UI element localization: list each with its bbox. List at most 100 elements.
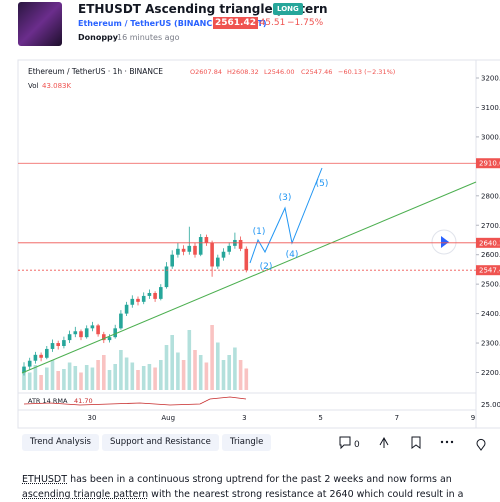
post-time: 16 minutes ago bbox=[117, 33, 180, 42]
level-label: 2547.4 bbox=[479, 267, 500, 275]
volume-bar bbox=[204, 362, 209, 390]
action-bar: 0 bbox=[339, 436, 486, 451]
candle-body bbox=[79, 331, 83, 338]
atr-value: 41.70 bbox=[74, 397, 93, 405]
atr-name: ATR 14 RMA bbox=[28, 397, 68, 405]
x-tick-label: 7 bbox=[395, 414, 399, 422]
symbol-link[interactable]: ETHUSDT bbox=[22, 474, 68, 485]
level-label: 2640.3 bbox=[479, 239, 500, 247]
chart-frame bbox=[17, 59, 500, 429]
x-tick-label: 3 bbox=[242, 414, 246, 422]
candle-body bbox=[27, 360, 32, 367]
volume-bar bbox=[33, 365, 38, 390]
play-icon bbox=[441, 236, 449, 248]
y-tick-label: 3200.00 bbox=[481, 75, 500, 83]
candle-body bbox=[136, 298, 140, 302]
volume-bar bbox=[45, 367, 49, 390]
candle-body bbox=[227, 245, 231, 252]
projection-path bbox=[249, 167, 323, 264]
volume-bar bbox=[79, 372, 83, 390]
legend-volume-label: Vol bbox=[28, 82, 39, 90]
volume-bar bbox=[22, 370, 26, 390]
legend-change: −60.13 (−2.31%) bbox=[338, 68, 395, 76]
symbol-link[interactable]: Ethereum / TetherUS (BINANCE:ETHUSDT) bbox=[78, 19, 267, 28]
atr-line bbox=[23, 396, 247, 406]
candle-body bbox=[73, 331, 78, 335]
level-box bbox=[476, 265, 500, 276]
volume-bar bbox=[113, 364, 117, 390]
volume-bar bbox=[27, 372, 32, 390]
candle-body bbox=[119, 313, 123, 329]
volume-bar bbox=[238, 360, 243, 390]
candle-body bbox=[159, 287, 163, 299]
candle-body bbox=[130, 298, 135, 305]
legend-close: C2547.46 bbox=[301, 68, 332, 76]
volume-bar bbox=[67, 362, 72, 390]
candle-body bbox=[90, 325, 95, 329]
volume-bar bbox=[176, 352, 180, 390]
wave-label: (2) bbox=[260, 262, 273, 272]
legend-high: H2608.32 bbox=[227, 68, 259, 76]
candle-body bbox=[204, 237, 209, 243]
level-box bbox=[476, 237, 500, 248]
volume-bar bbox=[107, 370, 112, 390]
more-icon[interactable] bbox=[440, 440, 444, 444]
candle-body bbox=[153, 292, 157, 299]
y-tick-label: 2600.00 bbox=[481, 251, 500, 259]
volume-bar bbox=[50, 360, 55, 390]
trendline bbox=[21, 181, 477, 374]
y-tick-label: 2400.00 bbox=[481, 310, 500, 318]
legend-open: O2607.84 bbox=[190, 68, 222, 76]
y-tick-label: 2800.00 bbox=[481, 192, 500, 200]
boost-icon[interactable] bbox=[476, 438, 486, 451]
volume-bar bbox=[159, 360, 163, 390]
legend-low: L2546.00 bbox=[264, 68, 295, 76]
volume-bar bbox=[39, 375, 43, 390]
volume-bar bbox=[136, 370, 140, 390]
candle-body bbox=[164, 266, 169, 288]
description-text: has been in a continuous strong uptrend … bbox=[67, 474, 452, 485]
candle-body bbox=[221, 251, 226, 258]
price-change-pct: −1.75% bbox=[287, 18, 324, 28]
candle-body bbox=[39, 354, 43, 358]
volume-bar bbox=[210, 325, 214, 390]
author[interactable]: Donoppy bbox=[78, 33, 118, 42]
volume-bar bbox=[124, 357, 129, 390]
avatar[interactable] bbox=[18, 2, 62, 46]
volume-bar bbox=[164, 345, 169, 390]
candle-body bbox=[170, 254, 174, 267]
x-tick-label: 5 bbox=[318, 414, 322, 422]
y-tick-label: 2500.00 bbox=[481, 281, 500, 289]
atr-axis-label: 25.00 bbox=[481, 401, 500, 409]
candle-body bbox=[96, 325, 100, 335]
candle-body bbox=[56, 343, 60, 346]
y-tick-label: 3100.00 bbox=[481, 104, 500, 112]
tag[interactable]: Trend Analysis bbox=[22, 434, 99, 451]
description: ETHUSDT has been in a continuous strong … bbox=[22, 472, 500, 502]
volume-bar bbox=[62, 369, 66, 390]
candles bbox=[22, 226, 249, 390]
candle-body bbox=[45, 348, 49, 358]
pattern-link[interactable]: ascending triangle pattern bbox=[22, 489, 149, 500]
tag[interactable]: Support and Resistance bbox=[102, 434, 219, 451]
candle-body bbox=[187, 245, 192, 252]
comment-icon[interactable] bbox=[339, 436, 351, 450]
y-tick-label: 3000.00 bbox=[481, 133, 500, 141]
tag[interactable]: Triangle bbox=[222, 434, 272, 451]
candle-body bbox=[210, 242, 214, 267]
share-icon[interactable] bbox=[379, 436, 389, 448]
y-tick-label: 2700.00 bbox=[481, 222, 500, 230]
candle-body bbox=[124, 304, 129, 314]
candle-body bbox=[84, 328, 89, 338]
volume-bar bbox=[130, 362, 135, 390]
volume-bar bbox=[227, 355, 231, 390]
bookmark-icon[interactable] bbox=[411, 436, 421, 449]
wave-label: (1) bbox=[253, 227, 266, 237]
candle-body bbox=[244, 248, 249, 271]
x-tick-label: Aug bbox=[161, 414, 175, 422]
candle-body bbox=[22, 366, 26, 373]
level-box bbox=[476, 158, 500, 169]
wave-label: (4) bbox=[286, 250, 299, 260]
idea-title: ETHUSDT Ascending triangle pattern bbox=[78, 2, 328, 16]
